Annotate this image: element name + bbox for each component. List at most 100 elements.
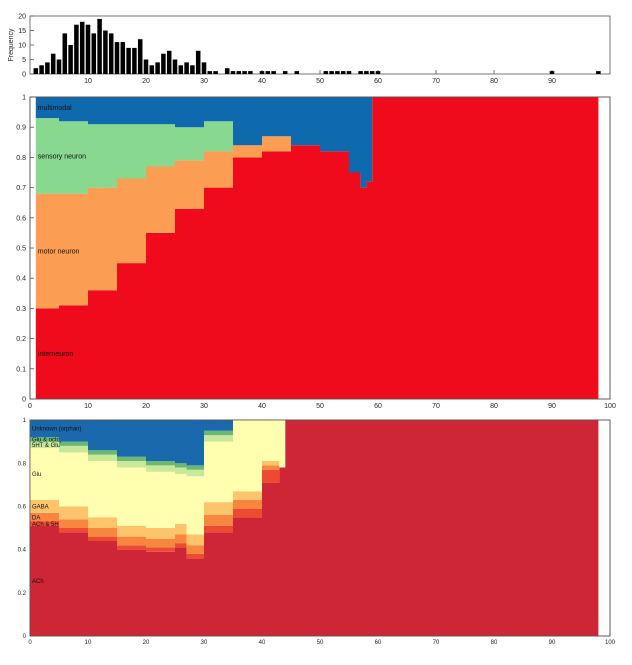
histogram-bar xyxy=(178,65,184,74)
plot-frame-overlay xyxy=(29,419,611,637)
x-tick-label: 0 xyxy=(28,403,32,410)
histogram-bar xyxy=(358,71,363,74)
histogram-bar xyxy=(201,62,207,74)
histogram-bar xyxy=(596,71,601,74)
y-tick-label: 0.9 xyxy=(16,125,26,132)
x-tick-label: 40 xyxy=(258,403,266,410)
series-label: multimodal xyxy=(38,105,72,112)
y-tick-label: 10 xyxy=(18,42,26,49)
x-tick-label: 80 xyxy=(491,640,498,646)
y-tick-label: 1 xyxy=(23,418,27,424)
x-tick-label: 90 xyxy=(548,403,556,410)
histogram-bar xyxy=(549,71,555,74)
y-tick-label: 0.7 xyxy=(16,185,26,192)
x-tick-label: 20 xyxy=(143,640,150,646)
series-label: DA xyxy=(32,515,40,521)
y-tick-label: 0.1 xyxy=(16,366,26,373)
x-tick-label: 20 xyxy=(142,78,150,85)
histogram-bar xyxy=(369,71,375,74)
x-tick-label: 60 xyxy=(374,403,382,410)
y-tick-label: 0 xyxy=(22,71,26,78)
y-tick-label: 0 xyxy=(23,634,27,640)
histogram-bar xyxy=(85,24,91,74)
x-tick-label: 50 xyxy=(316,403,324,410)
series-label: Glu xyxy=(32,472,41,478)
series-label: ACh & 5HT xyxy=(32,522,63,528)
x-tick-label: 60 xyxy=(374,78,382,85)
histogram-bar xyxy=(335,71,340,74)
histogram-bar xyxy=(282,71,288,74)
histogram-bar xyxy=(224,68,230,74)
histogram-bar xyxy=(114,42,120,74)
y-tick-label: 0.3 xyxy=(16,306,26,313)
histogram-bar xyxy=(230,71,236,74)
histogram-bar xyxy=(190,65,195,74)
x-tick-label: 80 xyxy=(490,403,498,410)
x-tick-label: 70 xyxy=(432,403,440,410)
x-tick-label: 50 xyxy=(316,78,324,85)
y-tick-label: 0 xyxy=(22,396,26,403)
area-series-sensory-neuron xyxy=(35,97,599,194)
cell-type-area-panel: 0 10 20 30 40 50 60 70 80 90 100 0 0.1 0.2 0.3 0.4 0.5 0.… xyxy=(16,94,616,410)
x-tick-label: 100 xyxy=(605,640,616,646)
histogram-bar xyxy=(248,71,253,74)
x-tick-label: 70 xyxy=(432,78,440,85)
histogram-bar xyxy=(91,33,97,74)
series-label: Glu & octopamine xyxy=(32,438,80,444)
x-tick-label: 90 xyxy=(549,640,556,646)
x-tick-label: 100 xyxy=(604,403,616,410)
histogram-bar xyxy=(207,71,213,74)
series-label: GABA xyxy=(32,505,49,511)
histogram-bar xyxy=(137,39,143,74)
histogram-bar xyxy=(132,47,137,74)
area-series-ach xyxy=(30,420,599,636)
x-tick-label: 10 xyxy=(85,640,92,646)
y-tick-label: 0.4 xyxy=(16,276,26,283)
y-axis-label: Frequency xyxy=(8,28,15,62)
histogram-bar xyxy=(213,71,218,74)
histogram-bar xyxy=(161,53,166,74)
histogram-bar xyxy=(242,71,247,74)
histogram-bar xyxy=(74,24,79,74)
y-tick-label: 20 xyxy=(18,13,26,20)
area-series-glu xyxy=(30,420,599,535)
histogram-bar xyxy=(340,71,346,74)
histogram-bar xyxy=(68,45,73,74)
area-series-motor-neuron xyxy=(35,97,599,309)
histogram-bar xyxy=(155,62,160,74)
y-tick-label: 0.2 xyxy=(16,336,26,343)
histogram-bar xyxy=(149,65,155,74)
histogram-bar xyxy=(56,59,62,74)
area-series-interneuron xyxy=(35,97,599,399)
series-label: motor neuron xyxy=(38,248,80,255)
x-tick-label: 40 xyxy=(259,640,266,646)
histogram-bar xyxy=(103,30,108,74)
histogram-bar xyxy=(172,59,178,74)
histogram-bar xyxy=(39,65,44,74)
histogram-bar xyxy=(97,18,102,74)
x-tick-label: 10 xyxy=(84,78,92,85)
series-label: sensory neuron xyxy=(38,153,86,160)
y-tick-label: 0.6 xyxy=(18,505,27,511)
y-tick-label: 0.2 xyxy=(18,591,27,597)
x-tick-label: 10 xyxy=(84,403,92,410)
histogram-bar xyxy=(79,21,85,74)
histogram-bar xyxy=(375,71,381,74)
y-tick-label: 0.4 xyxy=(18,548,27,554)
y-tick-label: 0.8 xyxy=(18,461,27,467)
y-tick-label: 0.8 xyxy=(16,155,26,162)
histogram-panel: 10 20 30 40 50 60 70 80 90 0 5 10 15 20 Frequency xyxy=(8,13,611,85)
neurotransmitter-area-panel: 0 10 20 30 40 50 60 70 80 90 100 0 0.2 0.4 0.6 0.8 1 ACh A… xyxy=(18,418,616,646)
histogram-bar xyxy=(346,71,352,74)
x-tick-label: 30 xyxy=(200,403,208,410)
histogram-bar xyxy=(364,71,369,74)
histogram-bar xyxy=(236,71,242,74)
histogram-bar xyxy=(62,33,68,74)
x-tick-label: 80 xyxy=(490,78,498,85)
y-tick-label: 0.5 xyxy=(16,245,26,252)
histogram-bar xyxy=(120,42,126,74)
area-series-multimodal xyxy=(35,97,599,188)
area-series-unknown-orphan- xyxy=(30,420,599,466)
histogram-bar xyxy=(195,50,201,74)
y-tick-label: 0.6 xyxy=(16,215,26,222)
